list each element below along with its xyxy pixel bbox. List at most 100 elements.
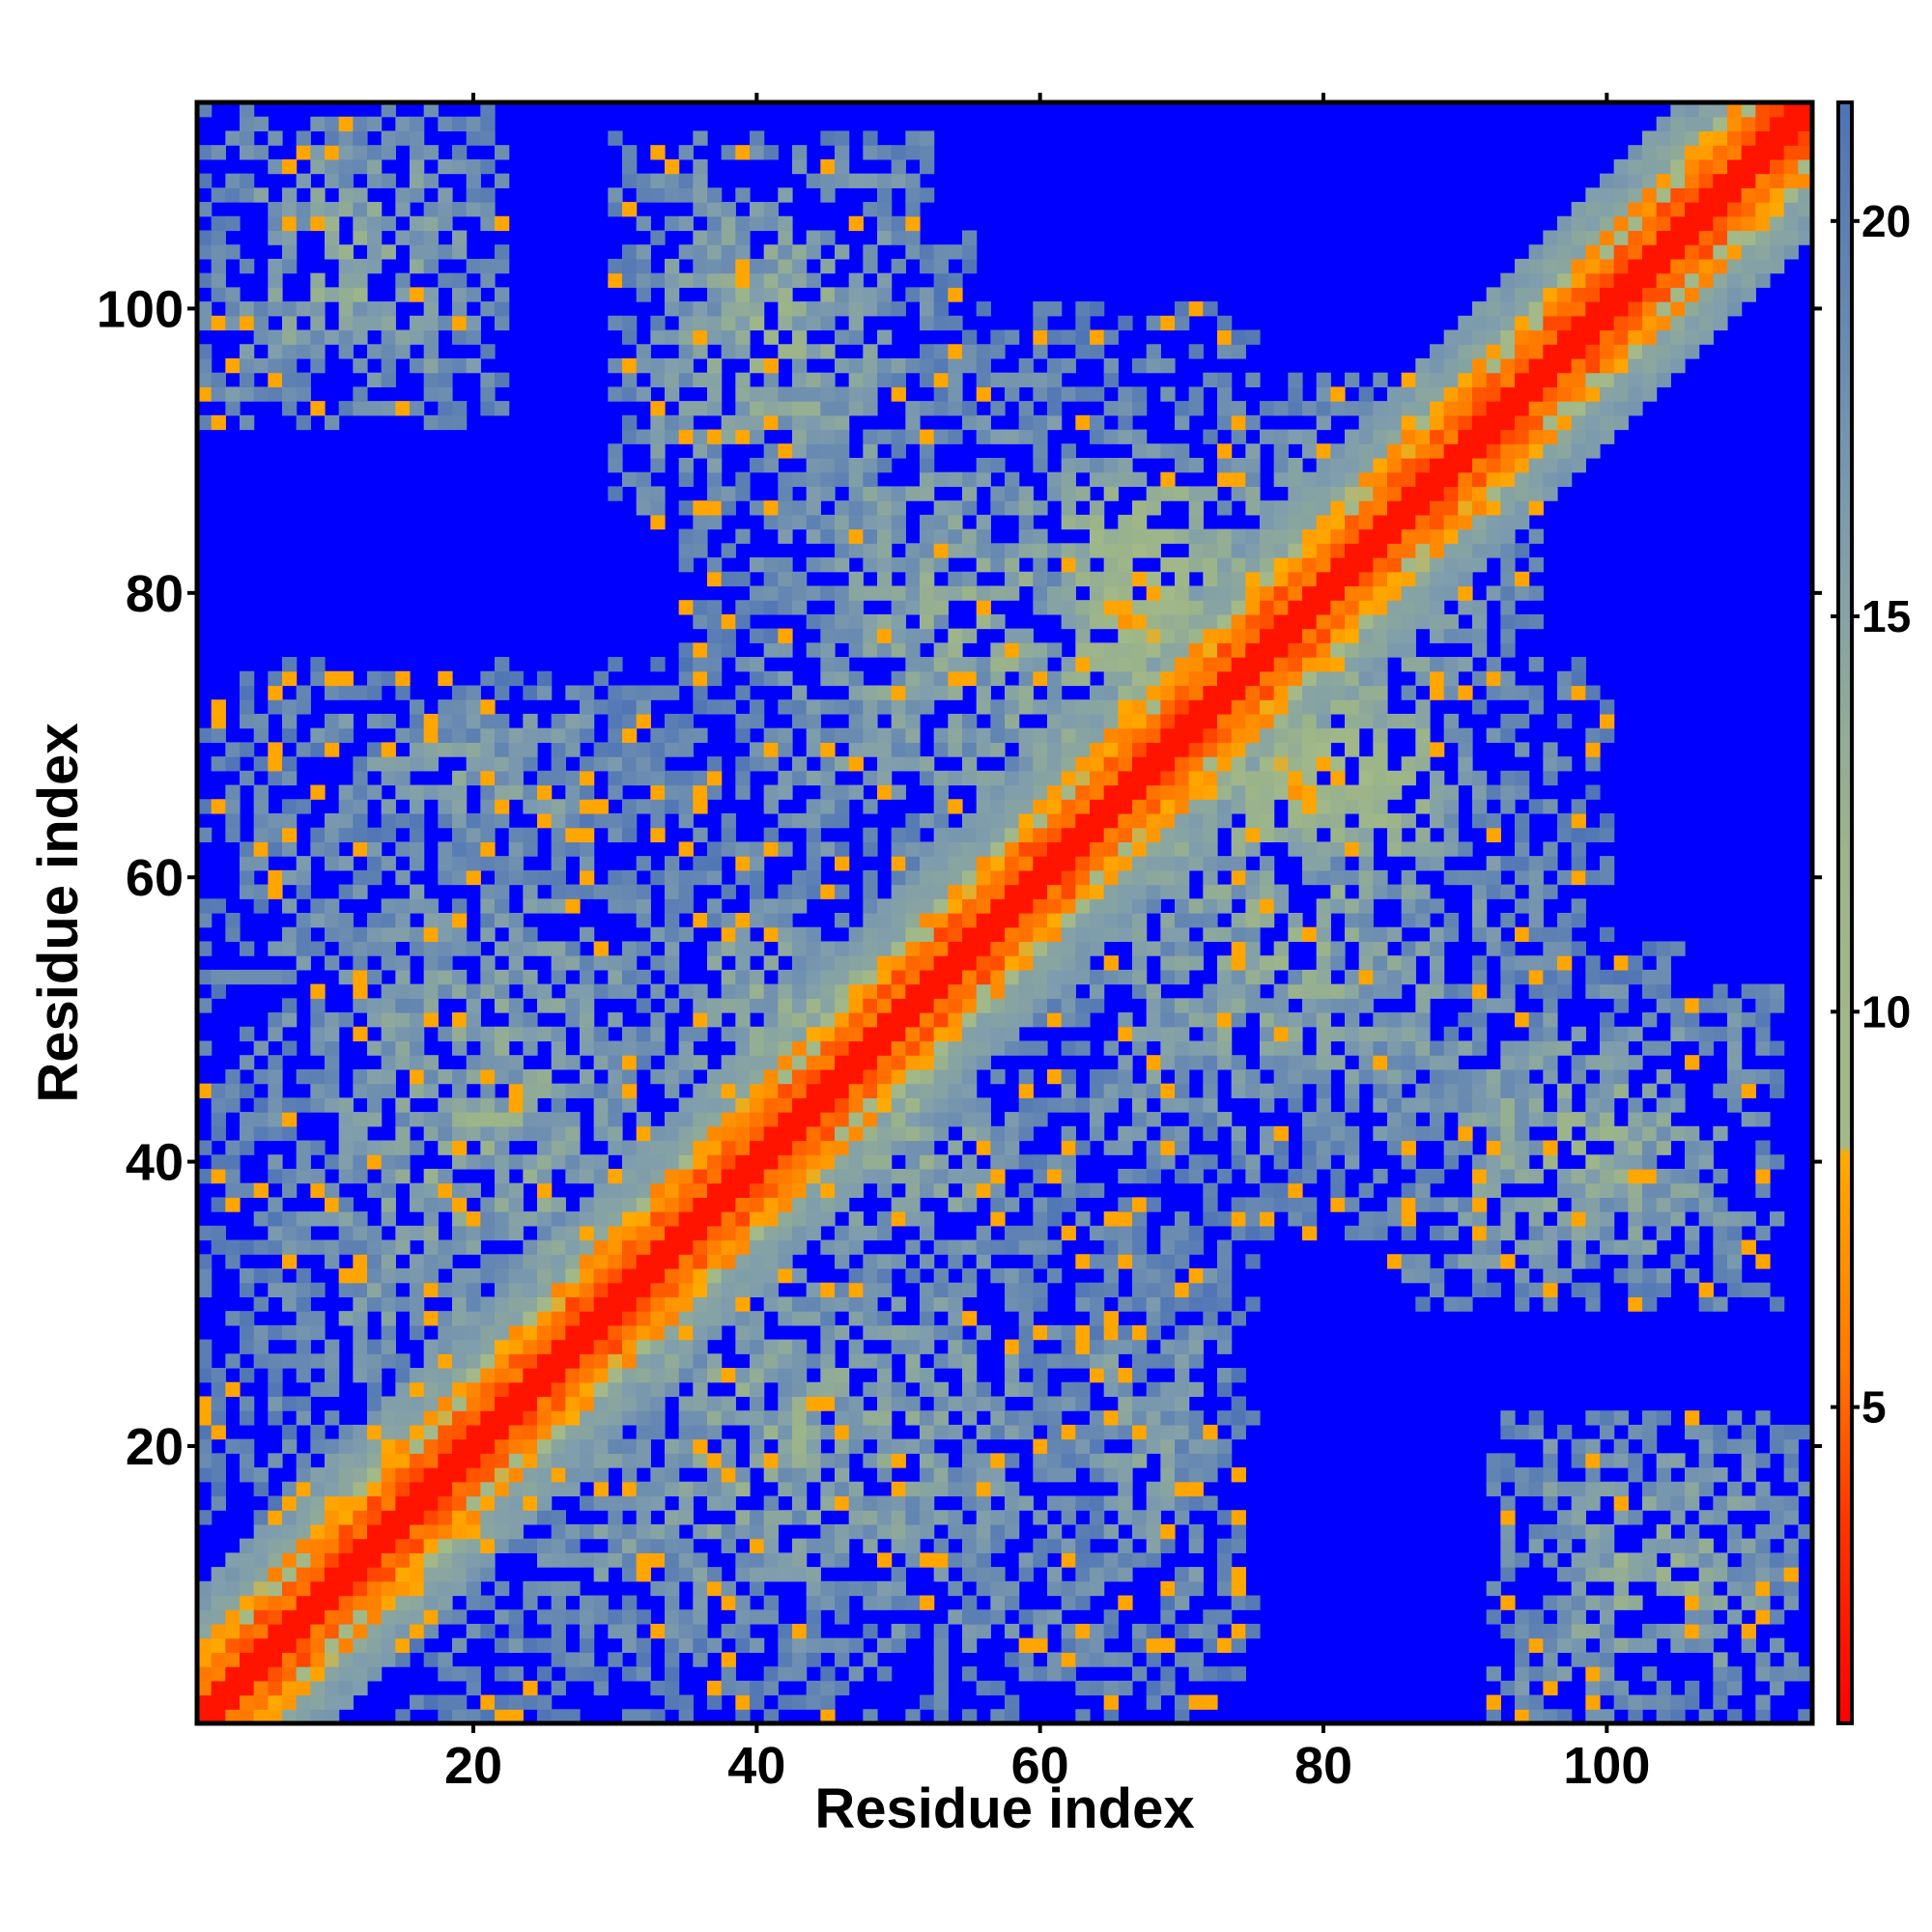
heatmap-cell [466, 1368, 481, 1383]
heatmap-cell [1217, 571, 1233, 587]
heatmap-cell [835, 1595, 850, 1610]
heatmap-cell [367, 202, 383, 217]
heatmap-cell [877, 1353, 893, 1369]
heatmap-cell [508, 856, 524, 871]
heatmap-cell [650, 1495, 666, 1511]
heatmap-cell [665, 1595, 680, 1610]
heatmap-cell [891, 1112, 906, 1127]
heatmap-cell [1132, 955, 1148, 971]
heatmap-cell [240, 344, 255, 359]
heatmap-cell [1005, 685, 1020, 700]
heatmap-cell [381, 670, 396, 687]
heatmap-cell [976, 1182, 991, 1198]
heatmap-cell [820, 1068, 836, 1085]
heatmap-cell [395, 1396, 411, 1411]
heatmap-cell [1231, 1424, 1246, 1440]
heatmap-cell [665, 799, 680, 814]
heatmap-cell [1146, 1012, 1161, 1028]
heatmap-cell [990, 998, 1006, 1013]
heatmap-cell [608, 1097, 623, 1113]
heatmap-cell [1175, 301, 1190, 317]
heatmap-cell [537, 770, 553, 786]
heatmap-cell [835, 756, 850, 772]
heatmap-cell [1061, 1097, 1076, 1113]
heatmap-cell [523, 742, 538, 757]
heatmap-cell [636, 357, 651, 374]
heatmap-cell [806, 799, 821, 814]
heatmap-cell [381, 1510, 396, 1525]
heatmap-cell [480, 1595, 496, 1610]
heatmap-cell [792, 1211, 808, 1227]
heatmap-cell [933, 1424, 949, 1440]
heatmap-cell [225, 1154, 241, 1170]
heatmap-cell [707, 699, 723, 715]
heatmap-cell [296, 1595, 311, 1610]
heatmap-cell [395, 230, 411, 245]
heatmap-cell [863, 344, 878, 359]
heatmap-cell [338, 187, 354, 203]
heatmap-cell [1132, 699, 1148, 715]
heatmap-cell [253, 856, 269, 871]
heatmap-cell [480, 258, 496, 274]
heatmap-cell [1160, 799, 1176, 814]
heatmap-cell [537, 1267, 553, 1284]
heatmap-cell [1188, 585, 1204, 601]
heatmap-cell [1203, 1154, 1218, 1170]
heatmap-cell [1118, 1567, 1133, 1582]
heatmap-cell [410, 1538, 425, 1553]
heatmap-cell [721, 1481, 736, 1497]
heatmap-cell [820, 1495, 836, 1511]
heatmap-cell [1203, 657, 1218, 672]
heatmap-cell [750, 1609, 765, 1625]
heatmap-cell [593, 1097, 609, 1113]
heatmap-cell [778, 1197, 793, 1212]
heatmap-cell [622, 713, 638, 729]
heatmap-cell [268, 1154, 283, 1170]
heatmap-cell [933, 784, 949, 800]
heatmap-cell [593, 1381, 609, 1398]
heatmap-cell [678, 401, 694, 416]
heatmap-cell [863, 742, 878, 757]
heatmap-cell [1075, 1040, 1091, 1056]
heatmap-cell [678, 1254, 694, 1269]
heatmap-cell [211, 1197, 226, 1212]
heatmap-cell [750, 1097, 765, 1113]
heatmap-cell [820, 1709, 836, 1723]
heatmap-cell [1018, 770, 1034, 786]
heatmap-cell [721, 1580, 736, 1597]
heatmap-cell [537, 1510, 553, 1525]
heatmap-cell [438, 386, 453, 402]
heatmap-cell [240, 357, 255, 374]
heatmap-cell [1217, 1580, 1233, 1597]
heatmap-cell [636, 471, 651, 488]
heatmap-cell [636, 386, 651, 402]
heatmap-cell [976, 1026, 991, 1042]
heatmap-cell [891, 1168, 906, 1184]
heatmap-cell [1103, 812, 1119, 829]
heatmap-cell [508, 670, 524, 687]
heatmap-cell [1047, 600, 1063, 615]
heatmap-cell [325, 685, 340, 700]
heatmap-cell [1033, 1282, 1048, 1298]
heatmap-cell [933, 1709, 949, 1723]
heatmap-cell [990, 1040, 1006, 1056]
heatmap-cell [1146, 1680, 1161, 1696]
heatmap-cell [381, 1396, 396, 1411]
heatmap-cell [495, 1311, 510, 1326]
heatmap-cell [367, 1467, 383, 1483]
heatmap-cell [508, 926, 524, 943]
heatmap-cell [551, 1353, 566, 1369]
heatmap-cell [778, 514, 793, 530]
heatmap-cell [976, 812, 991, 829]
heatmap-cell [268, 1538, 283, 1553]
heatmap-cell [806, 500, 821, 516]
heatmap-cell [537, 1538, 553, 1553]
heatmap-cell [678, 1154, 694, 1170]
heatmap-cell [678, 1424, 694, 1440]
heatmap-cell [565, 1112, 581, 1127]
heatmap-cell [650, 1538, 666, 1553]
heatmap-cell [395, 685, 411, 700]
heatmap-cell [835, 1523, 850, 1540]
heatmap-cell [1090, 898, 1105, 914]
heatmap-cell [962, 841, 978, 857]
